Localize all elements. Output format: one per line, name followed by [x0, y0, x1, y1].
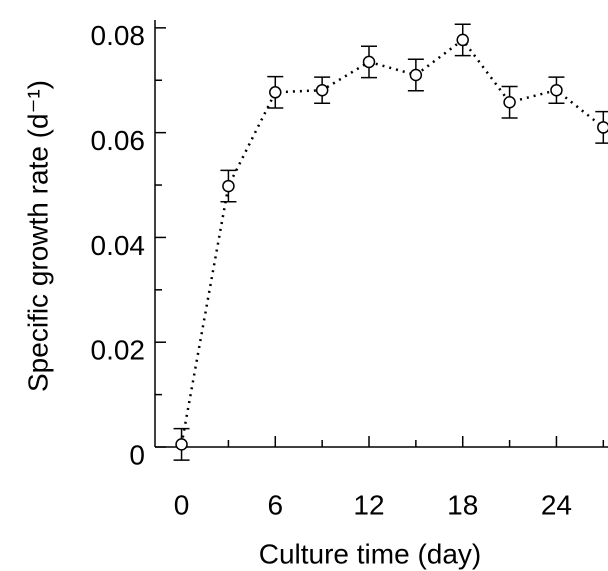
x-axis-label: Culture time (day) [259, 538, 482, 569]
x-tick-label: 24 [541, 489, 572, 520]
marker [503, 96, 516, 109]
y-axis-label: Specific growth rate (d⁻¹) [22, 80, 53, 392]
data-line [180, 38, 605, 445]
y-tick-label: 0 [129, 439, 145, 470]
marker [362, 55, 376, 69]
x-tick-label: 0 [174, 489, 190, 520]
x-tick-label: 12 [353, 489, 384, 520]
marker [315, 83, 329, 97]
y-tick-label: 0.08 [91, 20, 146, 51]
marker [597, 121, 608, 134]
marker [550, 83, 563, 97]
marker [409, 68, 423, 82]
y-tick-label: 0.04 [91, 230, 146, 261]
y-tick-label: 0.02 [91, 335, 146, 366]
x-tick-label: 6 [267, 489, 283, 520]
y-tick-label: 0.06 [91, 125, 146, 156]
x-tick-label: 18 [447, 489, 478, 520]
marker [222, 179, 235, 193]
marker [269, 86, 282, 99]
marker [456, 33, 469, 47]
marker [175, 438, 188, 451]
